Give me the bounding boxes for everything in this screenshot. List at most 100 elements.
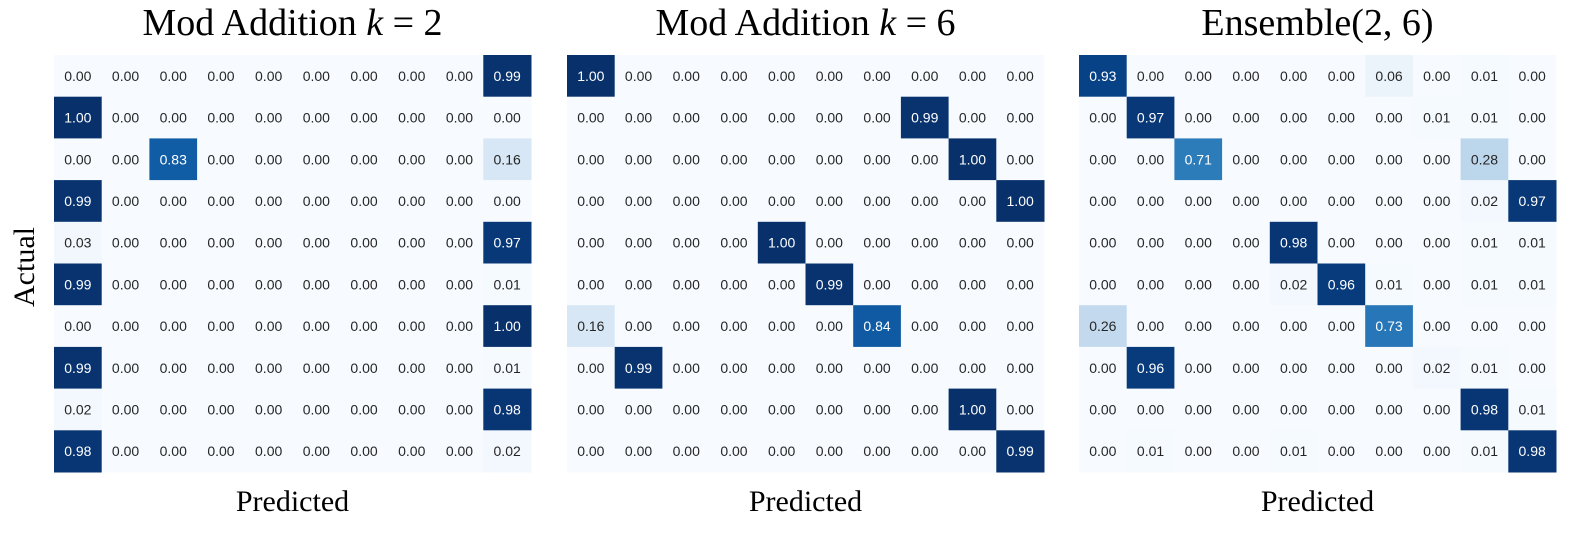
cell-value-label: 0.00	[1232, 401, 1259, 417]
heatmap-cell	[54, 180, 103, 223]
cell-value-label: 0.00	[398, 401, 425, 417]
heatmap-cell	[1079, 430, 1128, 473]
cell-value-label: 0.00	[255, 401, 282, 417]
heatmap-cell	[149, 388, 198, 431]
heatmap-cell	[483, 305, 532, 348]
heatmap-cell	[1174, 96, 1223, 139]
heatmap-cell	[244, 96, 293, 139]
cell-value-label: 0.00	[673, 401, 700, 417]
cell-value-label: 0.83	[160, 151, 187, 167]
heatmap-cell	[900, 346, 950, 390]
heatmap-cell	[483, 55, 532, 98]
cell-value-label: 0.00	[1375, 193, 1402, 209]
heatmap-cell	[1222, 96, 1271, 139]
cell-value-label: 0.00	[625, 151, 652, 167]
cell-value-label: 0.00	[207, 151, 234, 167]
heatmap-cell	[1365, 138, 1414, 181]
heatmap-cell	[805, 346, 854, 390]
heatmap-cell	[1079, 305, 1128, 348]
heatmap-cell	[1460, 55, 1509, 98]
cell-value-label: 0.00	[160, 193, 187, 209]
cell-value-label: 0.00	[1137, 401, 1164, 417]
cell-value-label: 0.00	[1423, 68, 1450, 84]
cell-value-label: 0.00	[1423, 401, 1450, 417]
cell-value-label: 0.00	[1423, 235, 1450, 251]
heatmap-cell	[292, 138, 341, 181]
heatmap-cell	[948, 180, 997, 223]
cell-value-label: 0.00	[112, 276, 139, 292]
cell-value-label: 0.98	[1471, 401, 1498, 417]
heatmap-cell	[387, 305, 437, 348]
cell-value-label: 0.00	[959, 443, 986, 459]
cell-value-label: 0.06	[1375, 68, 1402, 84]
cell-value-label: 0.00	[1185, 68, 1212, 84]
heatmap-cell	[1079, 138, 1128, 181]
cell-value-label: 0.00	[911, 68, 938, 84]
cell-value-label: 0.00	[446, 193, 473, 209]
heatmap-cell	[197, 346, 246, 390]
cell-value-label: 0.00	[350, 401, 377, 417]
heatmap-cell	[996, 96, 1045, 139]
cell-value-label: 0.00	[398, 193, 425, 209]
cell-value-label: 0.00	[446, 443, 473, 459]
heatmap-cell	[614, 430, 663, 473]
cell-value-label: 1.00	[494, 318, 521, 334]
heatmap-cell	[101, 221, 150, 264]
cell-value-label: 0.99	[64, 276, 91, 292]
heatmap-cell	[948, 430, 997, 473]
cell-value-label: 0.00	[1375, 235, 1402, 251]
cell-value-label: 0.00	[1280, 151, 1307, 167]
cell-value-label: 0.00	[1007, 360, 1034, 376]
heatmap-cell	[1460, 430, 1509, 473]
cell-value-label: 0.00	[1185, 360, 1212, 376]
heatmap-cell	[853, 180, 902, 223]
heatmap-cell	[1365, 263, 1414, 306]
heatmap-cell	[710, 263, 759, 306]
heatmap-cell	[1126, 138, 1175, 181]
heatmap-cell	[101, 305, 150, 348]
cell-value-label: 0.00	[816, 401, 843, 417]
cell-value-label: 0.00	[160, 360, 187, 376]
cell-value-label: 0.00	[1089, 235, 1116, 251]
cell-value-label: 0.00	[816, 151, 843, 167]
panel-title: Mod Addition k = 6	[655, 2, 955, 44]
cell-value-label: 0.00	[1089, 110, 1116, 126]
cell-value-label: 0.00	[112, 193, 139, 209]
heatmap-cell	[435, 305, 484, 348]
heatmap-cell	[853, 96, 902, 139]
heatmap-cell	[1508, 55, 1557, 98]
heatmap-panels: Mod Addition k = 2 0.00 0.00 0.00 0.00 0.00 0.…	[54, 2, 1557, 518]
heatmap-cell	[197, 430, 246, 473]
cell-value-label: 0.00	[816, 68, 843, 84]
heatmap-cell	[996, 430, 1045, 473]
heatmap-cell	[1222, 221, 1271, 264]
cell-value-label: 0.00	[911, 360, 938, 376]
heatmap-cell	[614, 263, 663, 306]
cell-value-label: 0.99	[816, 276, 843, 292]
cell-value-label: 0.00	[350, 360, 377, 376]
heatmap-cell	[1365, 430, 1414, 473]
heatmap-cell	[1317, 138, 1366, 181]
heatmap-cell	[149, 430, 198, 473]
cell-value-label: 0.00	[959, 193, 986, 209]
cell-value-label: 0.00	[255, 318, 282, 334]
heatmap-cell	[483, 388, 532, 431]
cell-value-label: 0.03	[64, 235, 91, 251]
heatmap-cell	[1222, 263, 1271, 306]
cell-value-label: 0.00	[1007, 151, 1034, 167]
cell-value-label: 0.00	[1519, 68, 1546, 84]
heatmap-cell	[900, 430, 950, 473]
cell-value-label: 1.00	[64, 110, 91, 126]
cell-value-label: 0.00	[720, 360, 747, 376]
cell-value-label: 0.00	[1089, 151, 1116, 167]
heatmap-cell	[244, 180, 293, 223]
cell-value-label: 0.00	[1185, 235, 1212, 251]
heatmap-cell	[340, 96, 389, 139]
heatmap-cell	[1317, 180, 1366, 223]
heatmap-cell	[948, 346, 997, 390]
cell-value-label: 0.00	[911, 276, 938, 292]
cell-value-label: 0.00	[625, 276, 652, 292]
heatmap-cell	[1412, 388, 1462, 431]
cell-value-label: 0.00	[863, 235, 890, 251]
heatmap-cell	[710, 305, 759, 348]
